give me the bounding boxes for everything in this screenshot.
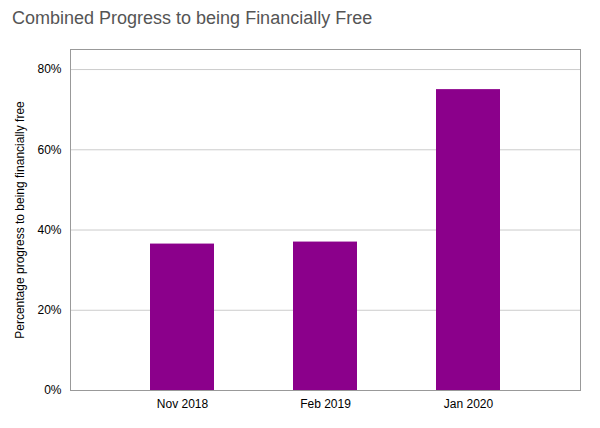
- svg-text:80%: 80%: [37, 62, 61, 76]
- svg-text:40%: 40%: [37, 223, 61, 237]
- svg-text:Feb 2019: Feb 2019: [300, 397, 351, 411]
- svg-text:20%: 20%: [37, 303, 61, 317]
- svg-text:60%: 60%: [37, 143, 61, 157]
- svg-text:0%: 0%: [44, 383, 62, 397]
- svg-text:Percentage progress to being f: Percentage progress to being financially…: [13, 101, 27, 339]
- svg-text:Jan 2020: Jan 2020: [444, 397, 494, 411]
- svg-text:Nov 2018: Nov 2018: [157, 397, 209, 411]
- html-text:Combined Progress to being Fin: Combined Progress to being Financially F…: [12, 8, 373, 28]
